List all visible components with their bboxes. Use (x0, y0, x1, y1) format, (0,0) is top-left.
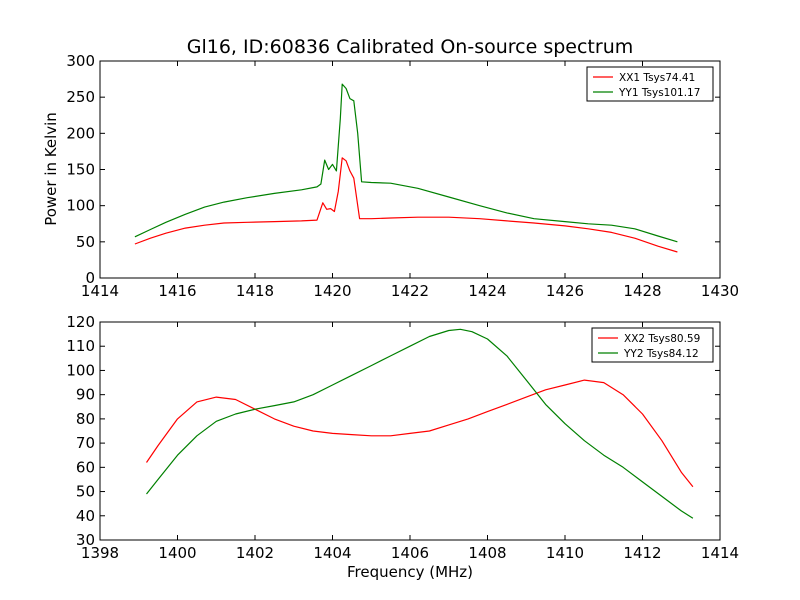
top-ylabel: Power in Kelvin (42, 112, 60, 226)
bottom-ytick-label: 50 (76, 483, 95, 501)
bottom-xtick-label: 1408 (468, 544, 506, 562)
top-legend (586, 66, 714, 102)
bottom-xtick-label: 1402 (236, 544, 274, 562)
bottom-ytick-label: 90 (76, 386, 95, 404)
top-legend-label-0: XX1 Tsys74.41 (619, 72, 695, 84)
bottom-xtick-label: 1398 (81, 544, 119, 562)
bottom-legend-label-0: XX2 Tsys80.59 (624, 333, 700, 345)
bottom-ytick-label: 60 (76, 458, 95, 476)
top-xtick-label: 1416 (158, 282, 196, 300)
top-xtick-label: 1426 (546, 282, 584, 300)
bottom-ytick-label: 30 (76, 531, 95, 549)
bottom-ytick-label: 110 (66, 337, 95, 355)
top-xtick-label: 1428 (623, 282, 661, 300)
bottom-ytick-label: 80 (76, 410, 95, 428)
bottom-xtick-label: 1412 (623, 544, 661, 562)
figure-title: Gl16, ID:60836 Calibrated On-source spec… (187, 36, 634, 58)
bottom-xtick-label: 1414 (701, 544, 739, 562)
bottom-plot: Frequency (MHz) 1398 1400 1402 1404 1406 1408… (66, 313, 739, 581)
top-xtick-label: 1424 (468, 282, 506, 300)
top-xtick-label: 1420 (313, 282, 351, 300)
bottom-ytick-label: 70 (76, 434, 95, 452)
top-series-line-1 (134, 83, 678, 243)
bottom-series-line-0 (146, 379, 694, 488)
top-xtick-label: 1422 (391, 282, 429, 300)
bottom-series-line-1 (146, 328, 694, 519)
top-ytick-label: 100 (66, 197, 95, 215)
bottom-xtick-label: 1406 (391, 544, 429, 562)
top-ytick-label: 300 (66, 52, 95, 70)
bottom-xtick-label: 1404 (313, 544, 351, 562)
top-ytick-label: 200 (66, 124, 95, 142)
top-legend-label-1: YY1 Tsys101.17 (618, 87, 700, 99)
bottom-xtick-label: 1400 (158, 544, 196, 562)
bottom-ytick-label: 100 (66, 361, 95, 379)
bottom-legend-label-1: YY2 Tsys84.12 (623, 348, 699, 360)
top-ytick-label: 150 (66, 161, 95, 179)
bottom-xlabel: Frequency (MHz) (347, 563, 473, 581)
top-ytick-label: 50 (76, 233, 95, 251)
top-ytick-label: 250 (66, 88, 95, 106)
top-xtick-label: 1430 (701, 282, 739, 300)
top-ytick-label: 0 (85, 269, 95, 287)
top-xtick-label: 1414 (81, 282, 119, 300)
top-series-line-0 (134, 157, 678, 253)
bottom-legend (591, 327, 714, 363)
top-xtick-label: 1418 (236, 282, 274, 300)
bottom-ytick-label: 40 (76, 507, 95, 525)
top-plot: Power in Kelvin 1414 1416 1418 1420 1422 1424… (42, 52, 739, 300)
bottom-xtick-label: 1410 (546, 544, 584, 562)
bottom-ytick-label: 120 (66, 313, 95, 331)
